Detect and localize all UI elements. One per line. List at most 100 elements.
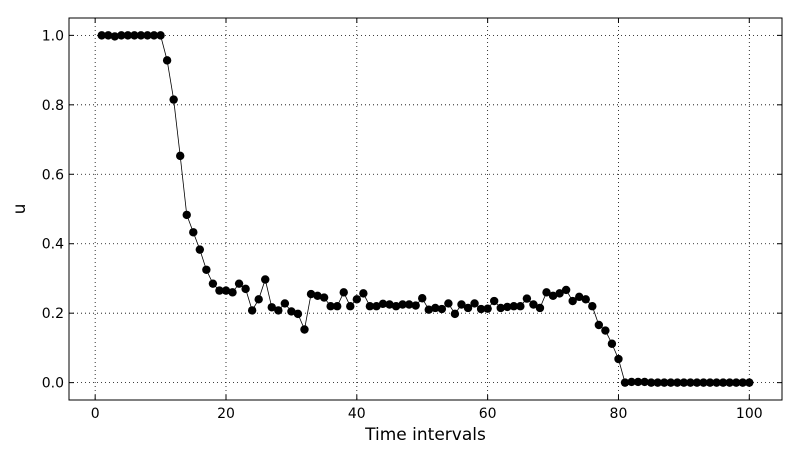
data-point	[620, 378, 630, 387]
data-point	[692, 378, 702, 387]
data-point	[378, 299, 388, 309]
data-point	[542, 288, 551, 297]
data-point	[391, 302, 401, 311]
data-point	[404, 300, 414, 309]
data-point	[614, 354, 623, 364]
data-point	[529, 300, 538, 309]
data-point	[326, 302, 335, 311]
series-line	[101, 34, 750, 384]
y-axis-label: u	[10, 204, 30, 215]
data-point	[202, 265, 211, 274]
data-point	[287, 307, 296, 316]
series-layer	[97, 31, 754, 387]
data-point	[365, 302, 375, 311]
plot-frame	[68, 17, 783, 401]
data-point	[306, 289, 316, 299]
data-point	[319, 293, 329, 302]
data-point	[705, 378, 715, 387]
data-point	[601, 326, 610, 335]
data-point	[535, 303, 545, 313]
data-point	[594, 320, 604, 330]
data-point	[660, 378, 669, 387]
data-point	[437, 304, 447, 314]
data-point	[568, 296, 577, 306]
data-point	[725, 378, 734, 387]
data-point	[411, 301, 420, 310]
data-point	[234, 279, 244, 288]
data-point	[489, 296, 499, 306]
x-tick-label: 20	[217, 406, 235, 422]
data-point	[503, 302, 512, 312]
data-point	[718, 378, 728, 387]
data-point	[679, 378, 689, 387]
y-tick-label: 0.8	[42, 98, 64, 114]
data-point	[575, 292, 584, 302]
data-point	[398, 300, 407, 309]
data-point	[483, 304, 492, 313]
data-point	[424, 305, 433, 314]
data-point	[104, 31, 113, 40]
data-point	[280, 299, 290, 308]
data-point	[627, 377, 636, 387]
x-tick-label: 80	[610, 406, 628, 422]
data-point	[581, 295, 590, 304]
data-point	[143, 31, 152, 40]
data-point	[548, 291, 558, 301]
data-point	[385, 300, 394, 309]
data-point	[195, 245, 205, 254]
data-point	[712, 378, 721, 387]
data-point	[352, 295, 362, 304]
data-point	[607, 339, 617, 348]
data-point	[313, 291, 322, 301]
data-point	[450, 309, 460, 319]
data-point	[130, 31, 139, 40]
data-point	[332, 302, 342, 311]
data-point	[444, 299, 453, 308]
data-point	[162, 56, 172, 65]
data-point	[372, 302, 381, 311]
data-point	[673, 378, 682, 387]
data-point	[516, 302, 525, 311]
data-point	[274, 306, 283, 315]
data-point	[738, 378, 747, 387]
grid	[69, 18, 782, 400]
data-point	[215, 286, 224, 295]
x-tick-label: 40	[348, 406, 366, 422]
data-point	[509, 302, 519, 311]
data-point	[293, 309, 303, 319]
data-point	[686, 378, 695, 387]
data-point	[228, 288, 237, 297]
data-point	[300, 325, 309, 334]
data-point	[261, 275, 270, 284]
data-point	[254, 295, 263, 304]
data-point	[418, 294, 427, 303]
data-point	[136, 31, 146, 40]
data-point	[346, 302, 355, 311]
data-point	[189, 228, 198, 237]
data-point	[110, 32, 119, 41]
data-point	[699, 378, 708, 387]
ticks: 0 20 40 60 80 100 0.0 0.2 0.4 0.6 0.8 1.0	[42, 18, 782, 422]
x-tick-label: 100	[736, 406, 763, 422]
data-point	[745, 378, 754, 387]
data-point	[208, 279, 218, 288]
y-tick-label: 1.0	[42, 28, 64, 44]
data-point	[97, 31, 106, 40]
data-point	[457, 300, 466, 309]
data-point	[359, 289, 368, 298]
data-point	[666, 378, 675, 387]
data-point	[156, 31, 165, 40]
data-point	[169, 95, 178, 104]
data-point	[221, 286, 231, 295]
y-tick-label: 0.0	[42, 376, 64, 392]
data-point	[522, 294, 532, 303]
data-point	[123, 31, 133, 40]
data-point	[732, 378, 741, 387]
data-point	[149, 31, 159, 40]
data-point	[247, 306, 257, 315]
data-point	[470, 299, 479, 308]
y-tick-label: 0.4	[42, 237, 64, 253]
x-tick-label: 0	[91, 406, 100, 422]
data-point	[267, 303, 276, 312]
x-axis-label: Time intervals	[364, 425, 486, 445]
